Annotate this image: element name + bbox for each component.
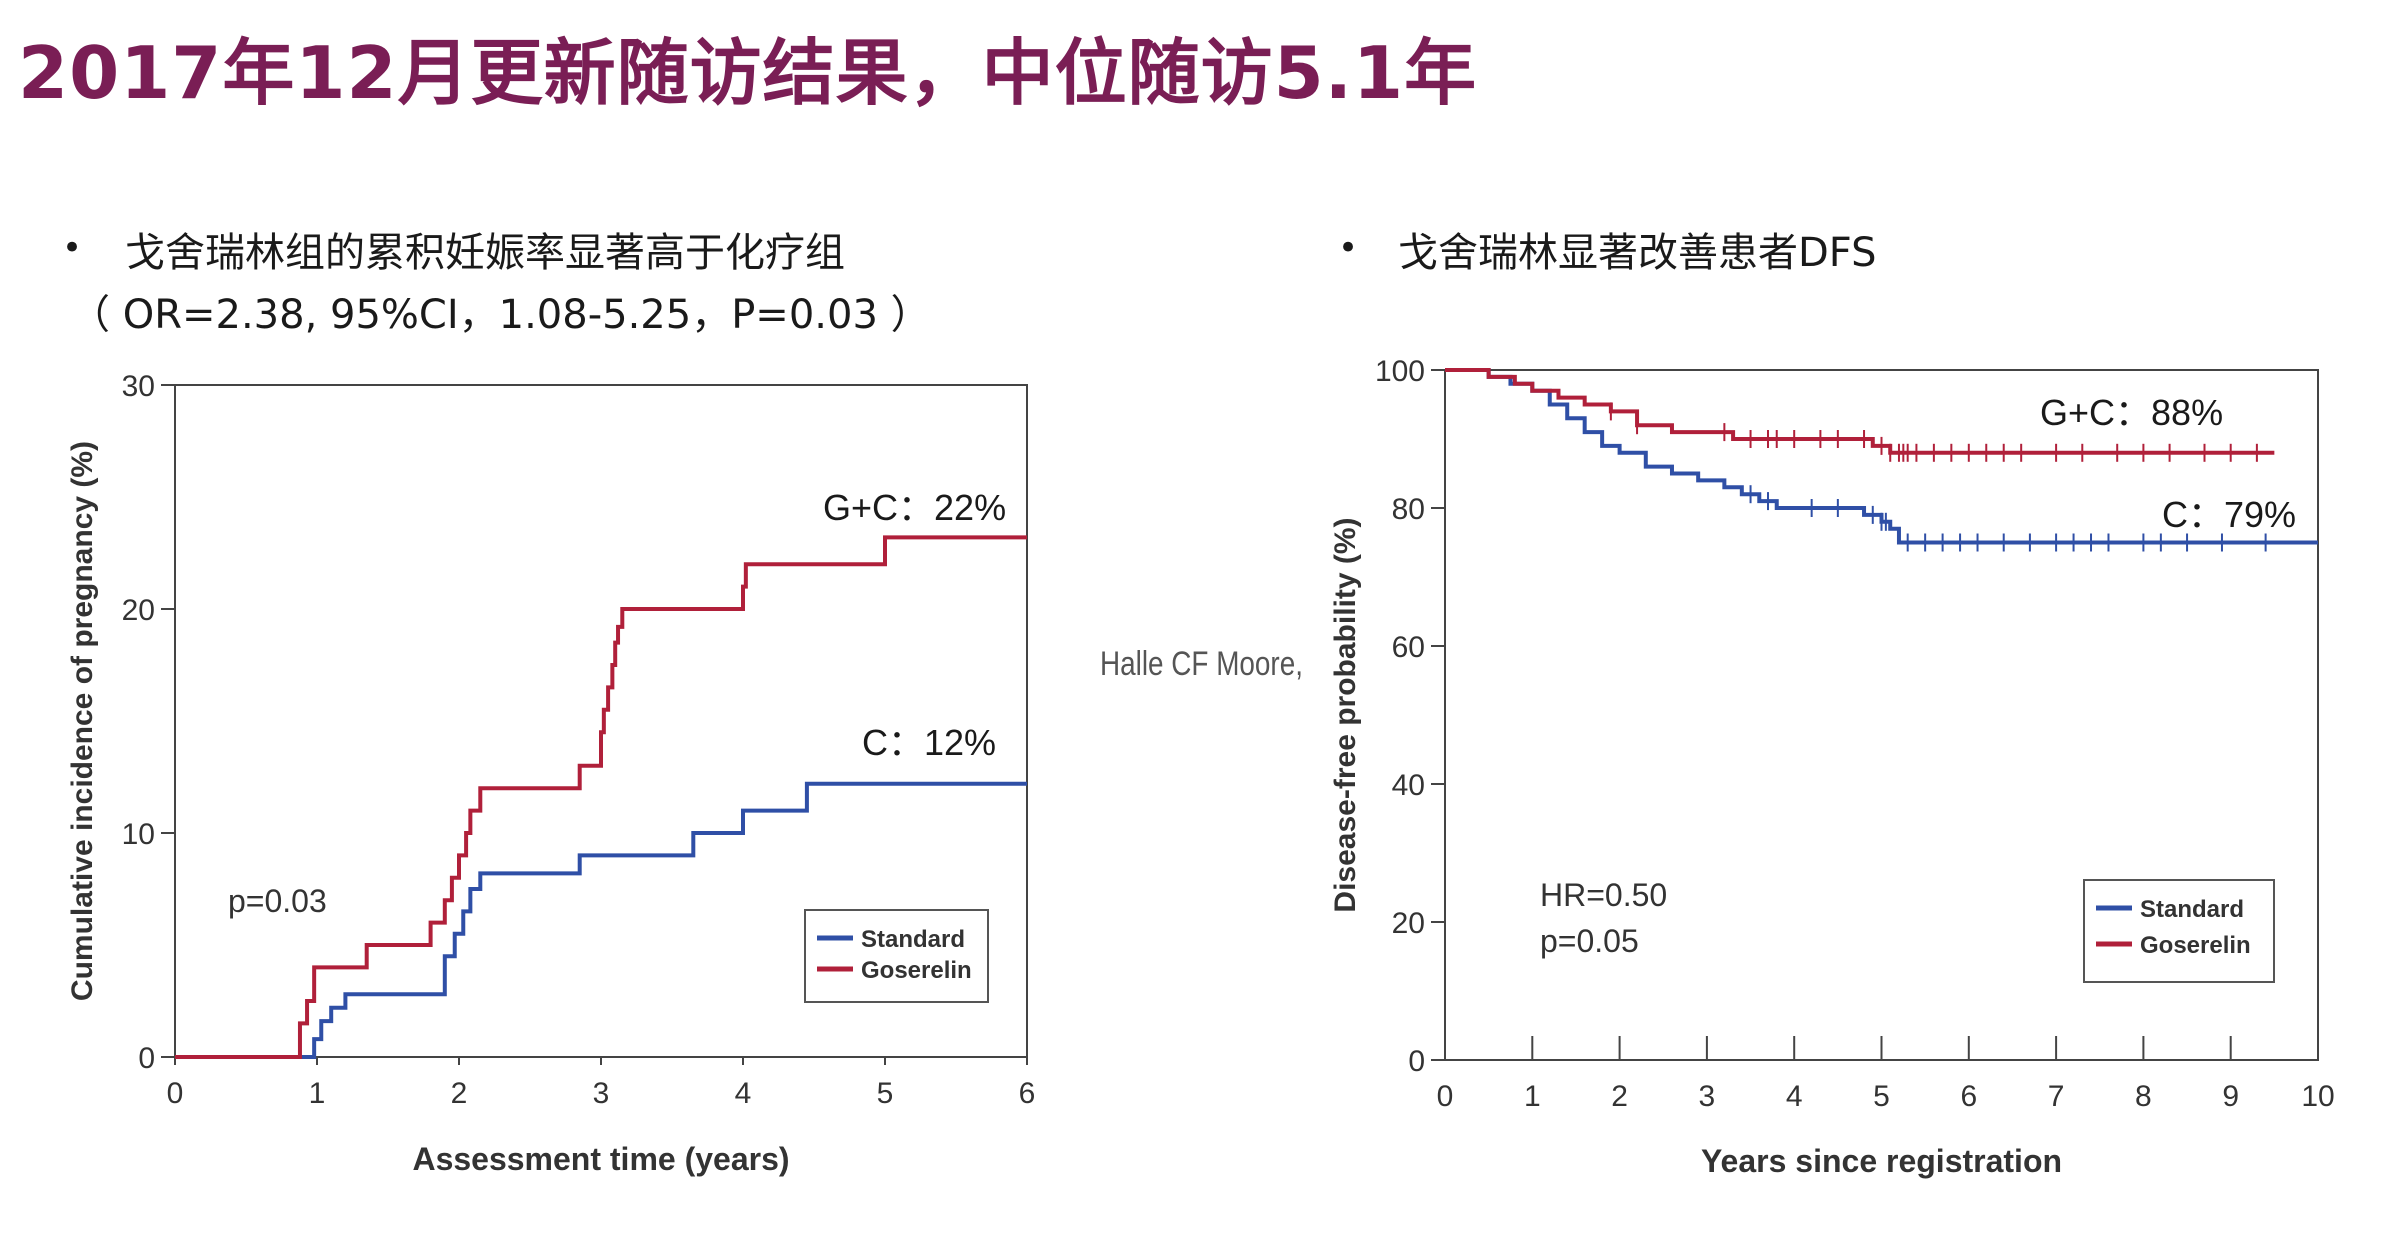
x-tick-label-0-2: 2 <box>451 1077 468 1110</box>
left-bullet-stats: （ OR=2.38, 95%CI，1.08-5.25，P=0.03 ） <box>70 292 931 338</box>
x-tick-label-0-6: 6 <box>1019 1077 1036 1110</box>
x-tick-label-0-3: 3 <box>593 1077 610 1110</box>
legend-label-0-goserelin: Goserelin <box>861 957 972 984</box>
gc-annotation-1: G+C：88% <box>2040 392 2223 433</box>
legend-label-0-standard: Standard <box>861 926 965 953</box>
series-line-0-goserelin <box>175 535 1027 1059</box>
y-axis-label-0: Cumulative incidence of pregnancy (%) <box>66 441 99 1001</box>
y-tick-label-0-0: 0 <box>138 1042 155 1075</box>
c-annotation-1: C：79% <box>2162 494 2296 535</box>
right-bullet-text: 戈舍瑞林显著改善患者DFS <box>1398 230 1877 276</box>
x-tick-label-0-1: 1 <box>309 1077 326 1110</box>
legend-box-0 <box>804 909 989 1003</box>
legend-box-1 <box>2083 879 2275 983</box>
x-tick-label-1-5: 5 <box>1873 1080 1890 1113</box>
y-tick-label-1-3: 60 <box>1392 631 1425 664</box>
x-tick-label-1-0: 0 <box>1437 1080 1454 1113</box>
x-tick-label-1-8: 8 <box>2135 1080 2152 1113</box>
citation: Halle CF Moore, <box>1100 645 1303 683</box>
x-axis-label-1: Years since registration <box>1701 1143 2062 1179</box>
x-tick-label-1-1: 1 <box>1524 1080 1541 1113</box>
x-tick-label-1-10: 10 <box>2301 1080 2334 1113</box>
y-tick-label-0-1: 10 <box>122 818 155 851</box>
y-tick-label-1-1: 20 <box>1392 907 1425 940</box>
x-tick-label-1-2: 2 <box>1611 1080 1628 1113</box>
y-tick-label-0-3: 30 <box>122 370 155 403</box>
legend-label-1-goserelin: Goserelin <box>2140 932 2251 959</box>
x-tick-label-1-7: 7 <box>2048 1080 2065 1113</box>
x-tick-label-1-3: 3 <box>1699 1080 1716 1113</box>
left-bullet-text: 戈舍瑞林组的累积妊娠率显著高于化疗组 <box>125 230 845 276</box>
y-tick-label-1-4: 80 <box>1392 493 1425 526</box>
y-tick-label-1-5: 100 <box>1375 355 1425 388</box>
pvalue-annotation-1: p=0.05 <box>1540 923 1639 959</box>
x-tick-label-0-5: 5 <box>877 1077 894 1110</box>
pvalue-annotation-0: p=0.03 <box>228 883 327 919</box>
x-tick-label-0-4: 4 <box>735 1077 752 1110</box>
x-tick-label-1-6: 6 <box>1960 1080 1977 1113</box>
y-axis-label-1: Disease-free probability (%) <box>1329 517 1362 912</box>
series-line-0-standard <box>175 781 1027 1059</box>
legend-label-1-standard: Standard <box>2140 896 2244 923</box>
y-tick-label-1-2: 40 <box>1392 769 1425 802</box>
bullet-dot-left: • <box>62 228 83 268</box>
bullet-dot-right: • <box>1338 228 1359 268</box>
c-annotation-0: C：12% <box>862 722 996 763</box>
x-tick-label-1-4: 4 <box>1786 1080 1803 1113</box>
y-tick-label-1-0: 0 <box>1408 1045 1425 1078</box>
x-tick-label-1-9: 9 <box>2222 1080 2239 1113</box>
slide-title: 2017年12月更新随访结果，中位随访5.1年 <box>18 31 1478 115</box>
y-tick-label-0-2: 20 <box>122 594 155 627</box>
gc-annotation-0: G+C：22% <box>823 487 1006 528</box>
x-tick-label-0-0: 0 <box>167 1077 184 1110</box>
hr-annotation-1: HR=0.50 <box>1540 877 1667 913</box>
x-axis-label-0: Assessment time (years) <box>412 1141 789 1177</box>
